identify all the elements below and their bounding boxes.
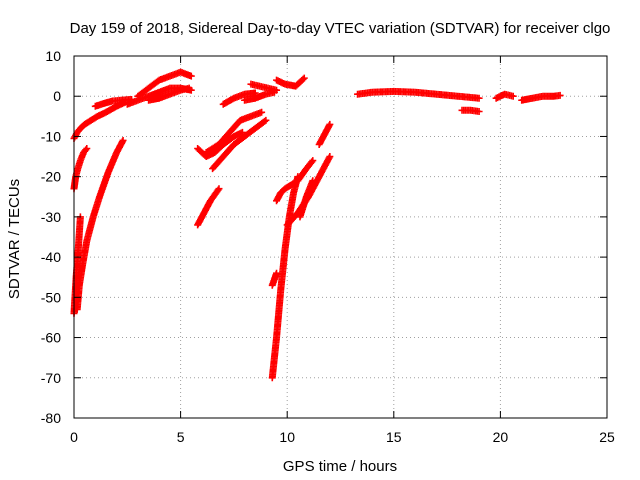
- y-tick-label: 10: [45, 48, 61, 64]
- data-point: [299, 75, 307, 83]
- y-tick-label: -10: [41, 128, 61, 144]
- x-tick-label: 20: [493, 429, 509, 445]
- data-point: [475, 94, 483, 102]
- data-point: [509, 92, 517, 100]
- y-tick-label: 0: [53, 88, 61, 104]
- y-tick-label: -40: [41, 249, 61, 265]
- x-axis-label: GPS time / hours: [283, 458, 397, 475]
- series-arc-26: [518, 91, 564, 104]
- series-arc-12: [209, 116, 270, 173]
- data-point: [185, 84, 193, 92]
- data-point: [273, 269, 281, 277]
- y-tick-label: -30: [41, 209, 61, 225]
- data-point: [273, 86, 281, 94]
- data-point: [309, 157, 317, 165]
- data-point: [556, 91, 564, 99]
- series-arc-17: [268, 269, 281, 289]
- series-arc-15: [247, 80, 281, 94]
- data-point: [326, 120, 334, 128]
- data-point: [475, 108, 483, 116]
- data-point: [326, 153, 334, 161]
- y-tick-label: -70: [41, 370, 61, 386]
- grid-lines: [74, 56, 607, 418]
- data-point: [82, 146, 90, 154]
- data-point: [300, 74, 308, 82]
- series-arc-20: [296, 177, 317, 221]
- series-arc-4: [73, 136, 127, 313]
- data-point: [214, 186, 222, 194]
- y-axis-label: SDTVAR / TECUs: [6, 179, 23, 299]
- x-tick-label: 0: [70, 429, 78, 445]
- series-arc-7: [134, 68, 195, 100]
- series-arc-23: [354, 87, 483, 102]
- x-tick-label: 10: [279, 429, 295, 445]
- y-tick-label: -50: [41, 289, 61, 305]
- series-arc-21: [315, 120, 334, 148]
- series-arc-1: [70, 98, 129, 142]
- data-point: [258, 108, 266, 116]
- data-point: [262, 116, 270, 124]
- x-tick-label: 5: [177, 429, 185, 445]
- series-arc-22: [273, 74, 308, 90]
- series-arc-11: [202, 108, 266, 157]
- series-arc-2: [70, 145, 91, 193]
- data-point: [215, 185, 223, 193]
- series-arc-18: [273, 157, 317, 205]
- series-arc-5: [91, 95, 136, 110]
- data-point: [309, 177, 317, 185]
- x-tick-label: 25: [599, 429, 615, 445]
- series-arc-16: [268, 173, 302, 382]
- data-points: [70, 68, 564, 382]
- series-arc-13: [219, 89, 259, 108]
- axis-ticks: 0 5 10 15 20 25 10 0 -10 -20 -30 -40 -50 -60 -70 -80: [41, 48, 615, 445]
- y-tick-label: -60: [41, 330, 61, 346]
- series-arc-8: [145, 84, 193, 104]
- y-tick-label: -80: [41, 410, 61, 426]
- data-point: [308, 158, 316, 166]
- data-point: [187, 72, 195, 80]
- series-arc-25: [492, 90, 517, 102]
- x-tick-label: 15: [386, 429, 402, 445]
- chart-title: Day 159 of 2018, Sidereal Day-to-day VTE…: [70, 20, 611, 37]
- data-point: [83, 145, 91, 153]
- y-tick-label: -20: [41, 169, 61, 185]
- series-arc-14: [241, 88, 278, 104]
- series-arc-9: [194, 185, 223, 229]
- data-point: [119, 136, 127, 144]
- data-point: [261, 117, 269, 125]
- plot-frame: [73, 55, 608, 419]
- series-arc-24: [458, 106, 483, 116]
